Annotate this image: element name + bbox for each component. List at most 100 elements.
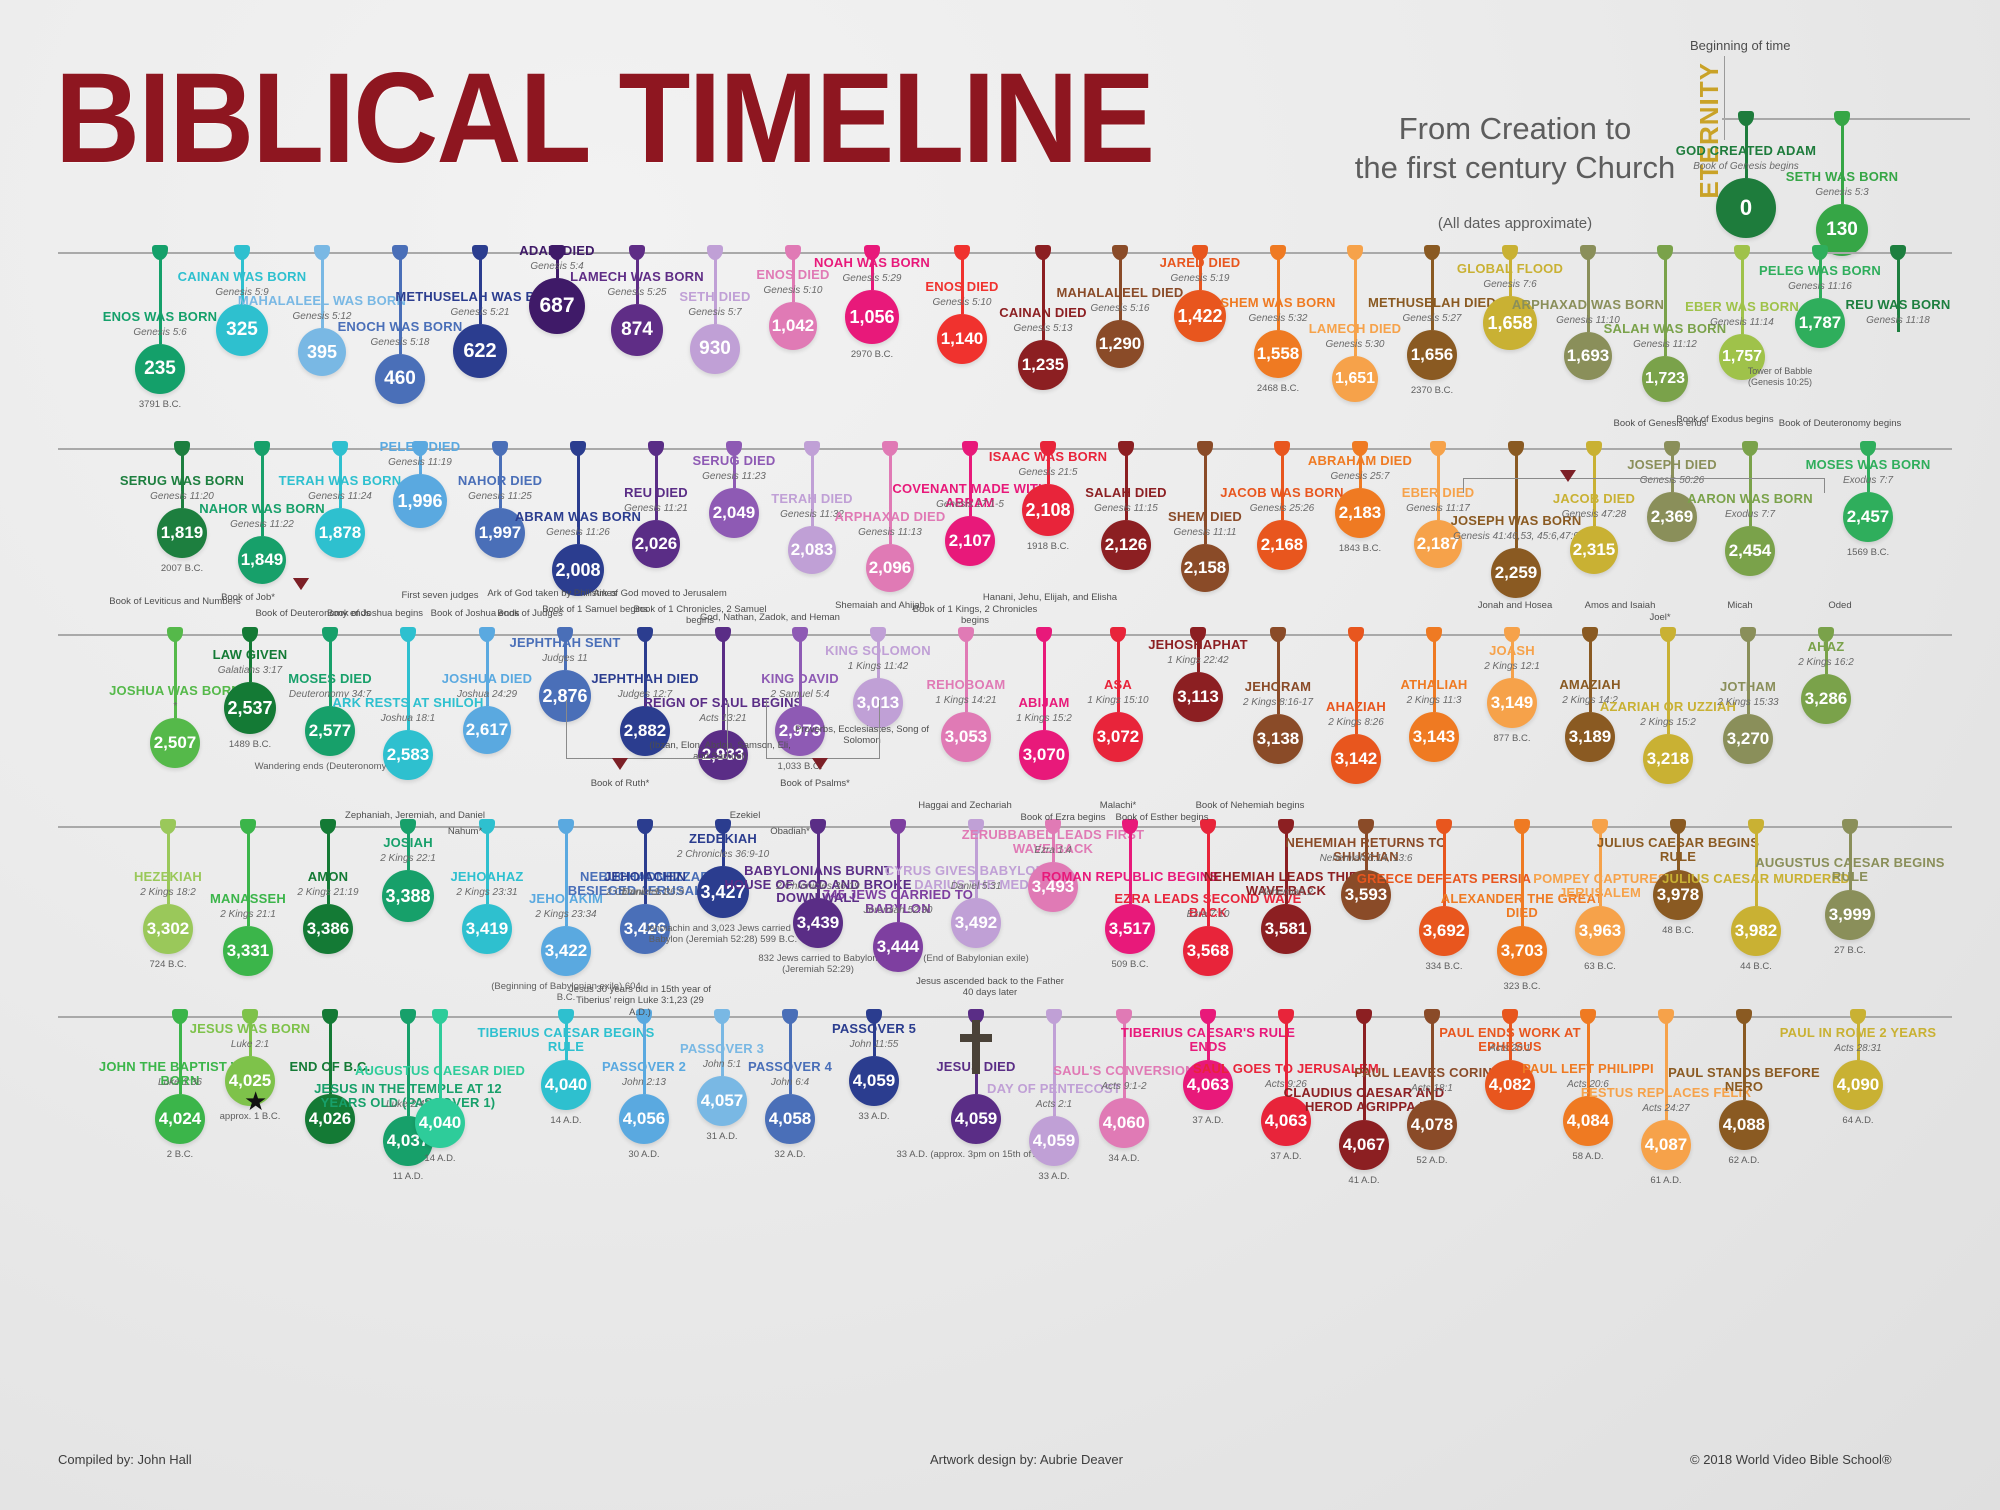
- node-year-bubble[interactable]: 3,013: [853, 678, 903, 728]
- node-year-bubble[interactable]: 1,140: [937, 314, 987, 364]
- node-year-bubble[interactable]: 1,996: [393, 474, 447, 528]
- node-year-bubble[interactable]: 3,426: [620, 904, 670, 954]
- node-year-bubble[interactable]: 2,454: [1725, 526, 1775, 576]
- node-year-bubble[interactable]: 930: [690, 324, 740, 374]
- node-year-bubble[interactable]: 3,568: [1183, 926, 1233, 976]
- node-year-bubble[interactable]: 3,302: [143, 904, 193, 954]
- node-year-bubble[interactable]: 3,070: [1019, 730, 1069, 780]
- node-year-bubble[interactable]: 3,138: [1253, 714, 1303, 764]
- node-year-bubble[interactable]: 3,113: [1173, 672, 1223, 722]
- node-year-bubble[interactable]: 2,187: [1414, 520, 1462, 568]
- node-year-bubble[interactable]: 1,693: [1564, 332, 1612, 380]
- node-year-bubble[interactable]: 4,078: [1407, 1100, 1457, 1150]
- node-year-bubble[interactable]: 4,063: [1261, 1096, 1311, 1146]
- node-year-bubble[interactable]: 3,982: [1731, 906, 1781, 956]
- node-year-bubble[interactable]: 1,056: [845, 290, 899, 344]
- node-year-bubble[interactable]: 2,259: [1491, 548, 1541, 598]
- node-year-bubble[interactable]: 4,056: [619, 1094, 669, 1144]
- node-year-bubble[interactable]: 460: [375, 354, 425, 404]
- node-year-bubble[interactable]: 622: [453, 324, 507, 378]
- node-year-bubble[interactable]: 1,757: [1719, 334, 1765, 380]
- node-year-bubble[interactable]: 3,422: [541, 926, 591, 976]
- node-year-bubble[interactable]: 4,067: [1339, 1120, 1389, 1170]
- node-year-bubble[interactable]: 2,933: [698, 730, 748, 780]
- node-year-bubble[interactable]: 1,235: [1018, 340, 1068, 390]
- node-year-bubble[interactable]: 2,126: [1101, 520, 1151, 570]
- node-year-bubble[interactable]: 0: [1716, 178, 1776, 238]
- node-year-bubble[interactable]: 4,082: [1485, 1060, 1535, 1110]
- node-year-bubble[interactable]: 3,427: [697, 866, 749, 918]
- node-year-bubble[interactable]: 395: [298, 328, 346, 376]
- node-year-bubble[interactable]: 3,388: [382, 870, 434, 922]
- node-year-bubble[interactable]: 1,878: [315, 508, 365, 558]
- node-year-bubble[interactable]: 2,049: [709, 488, 759, 538]
- node-year-bubble[interactable]: 2,008: [552, 544, 604, 596]
- node-year-bubble[interactable]: 3,331: [223, 926, 273, 976]
- node-year-bubble[interactable]: 1,651: [1332, 356, 1378, 402]
- node-year-bubble[interactable]: 3,143: [1409, 712, 1459, 762]
- node-year-bubble[interactable]: 3,053: [941, 712, 991, 762]
- node-year-bubble[interactable]: 235: [135, 344, 185, 394]
- node-year-bubble[interactable]: 4,059: [849, 1056, 899, 1106]
- node-year-bubble[interactable]: 3,072: [1093, 712, 1143, 762]
- node-year-bubble[interactable]: 1,819: [157, 508, 207, 558]
- node-year-bubble[interactable]: 3,492: [951, 898, 1001, 948]
- node-year-bubble[interactable]: 2,158: [1181, 544, 1229, 592]
- node-year-bubble[interactable]: 2,577: [305, 706, 355, 756]
- node-year-bubble[interactable]: 2,096: [866, 544, 914, 592]
- node-year-bubble[interactable]: 4,090: [1833, 1060, 1883, 1110]
- node-year-bubble[interactable]: 3,386: [303, 904, 353, 954]
- node-year-bubble[interactable]: 2,369: [1647, 492, 1697, 542]
- node-year-bubble[interactable]: 3,493: [1028, 862, 1078, 912]
- node-year-bubble[interactable]: 2,168: [1257, 520, 1307, 570]
- node-year-bubble[interactable]: 2,617: [463, 706, 511, 754]
- node-year-bubble[interactable]: 3,189: [1565, 712, 1615, 762]
- node-year-bubble[interactable]: 2,108: [1022, 484, 1074, 536]
- node-year-bubble[interactable]: 4,088: [1719, 1100, 1769, 1150]
- node-year-bubble[interactable]: 3,270: [1723, 714, 1773, 764]
- node-year-bubble[interactable]: 2,583: [383, 730, 433, 780]
- node-year-bubble[interactable]: 2,882: [620, 706, 670, 756]
- node-year-bubble[interactable]: 4,060: [1099, 1098, 1149, 1148]
- node-year-bubble[interactable]: 1,787: [1795, 298, 1845, 348]
- node-year-bubble[interactable]: 4,063: [1183, 1060, 1233, 1110]
- node-year-bubble[interactable]: 2,107: [945, 516, 995, 566]
- node-year-bubble[interactable]: 4,040: [415, 1098, 465, 1148]
- node-year-bubble[interactable]: 1,849: [238, 536, 286, 584]
- node-year-bubble[interactable]: 3,419: [462, 904, 512, 954]
- node-year-bubble[interactable]: 2,537: [224, 682, 276, 734]
- node-year-bubble[interactable]: 3,978: [1653, 870, 1703, 920]
- node-year-bubble[interactable]: 3,142: [1331, 734, 1381, 784]
- node-year-bubble[interactable]: 3,517: [1105, 904, 1155, 954]
- node-year-bubble[interactable]: 4,040: [541, 1060, 591, 1110]
- node-year-bubble[interactable]: 2,973: [775, 706, 825, 756]
- node-year-bubble[interactable]: 4,058: [765, 1094, 815, 1144]
- node-year-bubble[interactable]: 2,026: [632, 520, 680, 568]
- node-year-bubble[interactable]: 1,723: [1642, 356, 1688, 402]
- node-year-bubble[interactable]: 4,087: [1641, 1120, 1691, 1170]
- node-year-bubble[interactable]: 4,057: [697, 1076, 747, 1126]
- node-year-bubble[interactable]: 687: [529, 278, 585, 334]
- node-year-bubble[interactable]: 2,083: [788, 526, 836, 574]
- node-year-bubble[interactable]: 1,290: [1096, 320, 1144, 368]
- node-year-bubble[interactable]: 3,999: [1825, 890, 1875, 940]
- node-year-bubble[interactable]: 1,656: [1407, 330, 1457, 380]
- node-year-bubble[interactable]: 2,876: [539, 670, 591, 722]
- node-year-bubble[interactable]: 1,997: [475, 508, 525, 558]
- node-year-bubble[interactable]: 874: [611, 304, 663, 356]
- node-year-bubble[interactable]: 2,315: [1570, 526, 1618, 574]
- node-year-bubble[interactable]: 4,026: [305, 1094, 355, 1144]
- node-year-bubble[interactable]: 1,558: [1254, 330, 1302, 378]
- node-year-bubble[interactable]: 3,692: [1419, 906, 1469, 956]
- node-year-bubble[interactable]: 3,593: [1341, 870, 1391, 920]
- node-year-bubble[interactable]: 1,042: [769, 302, 817, 350]
- node-year-bubble[interactable]: 3,286: [1801, 674, 1851, 724]
- node-year-bubble[interactable]: 3,444: [873, 922, 923, 972]
- node-year-bubble[interactable]: 3,218: [1643, 734, 1693, 784]
- node-year-bubble[interactable]: 1,658: [1483, 296, 1537, 350]
- node-year-bubble[interactable]: 3,963: [1575, 906, 1625, 956]
- node-year-bubble[interactable]: 4,059: [951, 1094, 1001, 1144]
- node-year-bubble[interactable]: 3,703: [1497, 926, 1547, 976]
- node-year-bubble[interactable]: 4,025: [225, 1056, 275, 1106]
- node-year-bubble[interactable]: 3,149: [1487, 678, 1537, 728]
